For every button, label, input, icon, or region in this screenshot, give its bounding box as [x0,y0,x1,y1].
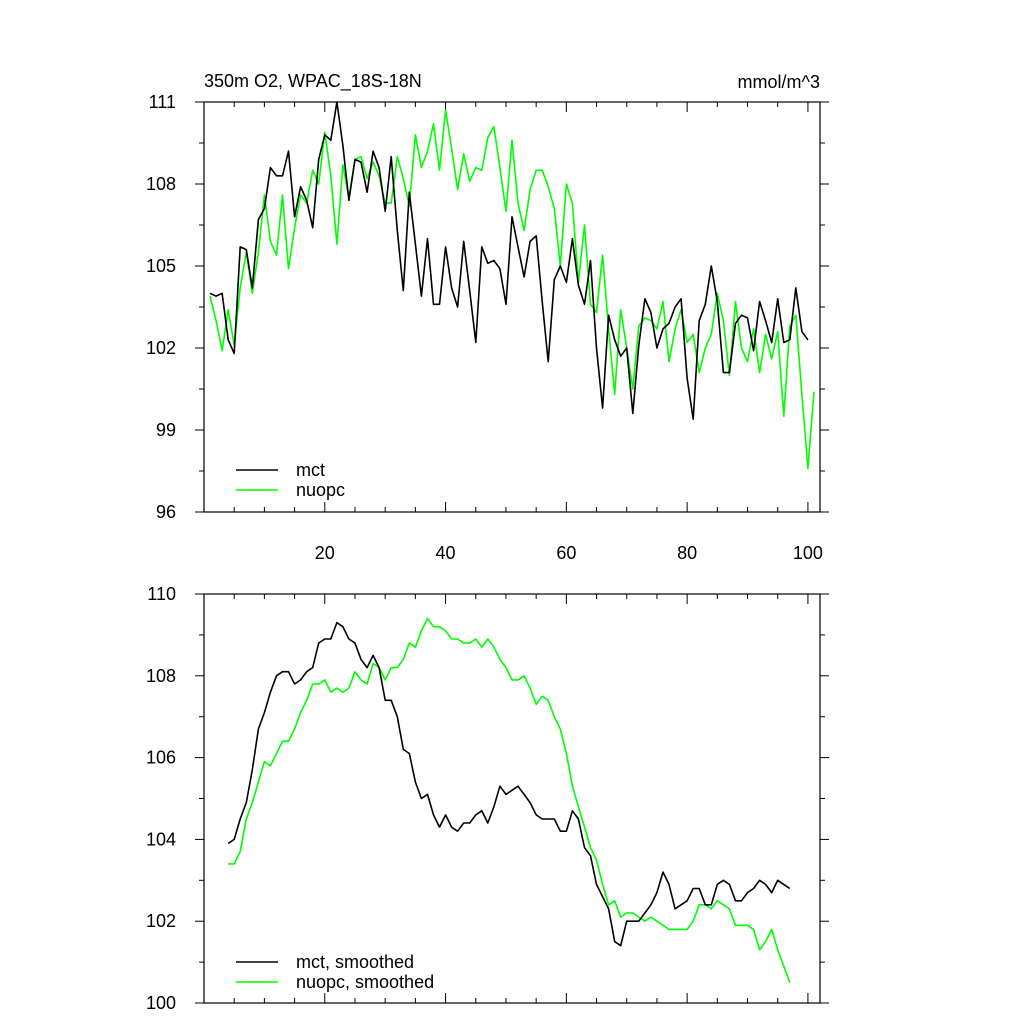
bottom-series-lines [227,617,791,983]
y-tick-label: 96 [156,502,176,522]
series-line-mct-smoothed [227,621,791,947]
x-tick-label: 80 [677,543,697,563]
legend-label: mct, smoothed [296,952,414,972]
y-tick-label: 99 [156,420,176,440]
y-tick-label: 105 [146,256,176,276]
y-tick-label: 108 [146,666,176,686]
legend-label: nuopc [296,480,345,500]
y-tick-label: 111 [149,92,176,112]
y-tick-label: 108 [146,174,176,194]
x-tick-label: 40 [436,543,456,563]
y-tick-label: 106 [146,748,176,768]
bottom-plot-frame [203,593,821,1004]
x-tick-label: 60 [556,543,576,563]
top-axis-ticks: 20 40 60 80 100 96 99 102 105 108 111 [146,92,829,563]
y-tick-label: 100 [146,993,176,1013]
legend-label: mct [296,460,325,480]
y-tick-label: 102 [146,338,176,358]
x-tick-label: 20 [315,543,335,563]
legend-label: nuopc, smoothed [296,972,434,992]
top-series-lines [209,101,815,470]
top-chart-title: 350m O2, WPAC_18S-18N [204,71,422,92]
series-line-nuopc-smoothed [228,617,791,983]
y-tick-label: 110 [147,584,176,604]
x-tick-label: 100 [793,543,823,563]
y-tick-label: 102 [146,911,176,931]
series-line-mct [209,101,809,420]
top-plot-frame [203,101,821,513]
series-line-nuopc [209,109,815,470]
y-tick-label: 104 [146,829,176,849]
bottom-axis-ticks: 100 102 104 106 108 110 [146,584,829,1013]
top-chart-units: mmol/m^3 [738,72,820,92]
top-panel: 20 40 60 80 100 96 99 102 105 108 111 350m O2, WPA… [146,71,829,563]
